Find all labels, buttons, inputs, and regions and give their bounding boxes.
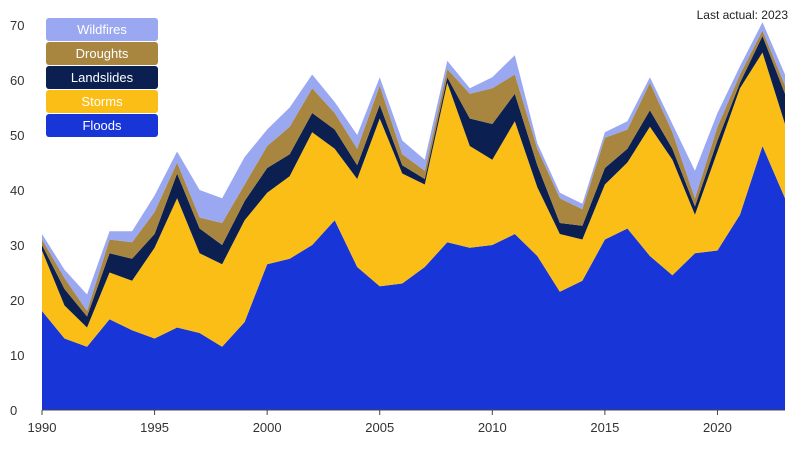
- x-tick-label: 1995: [140, 420, 169, 435]
- legend-swatch-landslides: [46, 66, 158, 89]
- x-tick-label: 2010: [478, 420, 507, 435]
- series-area-floods: [42, 146, 785, 410]
- last-actual-note: Last actual: 2023: [697, 8, 789, 22]
- legend: Wildfires Droughts Landslides Storms Floods: [46, 18, 158, 137]
- legend-label-droughts: Droughts: [76, 46, 129, 61]
- y-tick-label: 20: [10, 293, 24, 308]
- legend-swatch-floods: [46, 114, 158, 137]
- legend-swatch-storms: [46, 90, 158, 113]
- area-layer: [42, 22, 785, 410]
- x-tick-label: 2005: [365, 420, 394, 435]
- legend-swatch-wildfires: [46, 18, 158, 41]
- legend-label-wildfires: Wildfires: [77, 22, 127, 37]
- x-tick-label: 2015: [590, 420, 619, 435]
- series-area-storms: [42, 52, 785, 347]
- legend-label-storms: Storms: [81, 94, 123, 109]
- legend-label-floods: Floods: [82, 118, 122, 133]
- x-tick-label: 2020: [703, 420, 732, 435]
- y-tick-label: 60: [10, 73, 24, 88]
- legend-swatch-droughts: [46, 42, 158, 65]
- y-tick-label: 50: [10, 128, 24, 143]
- x-axis-ticks: 1990 1995 2000 2005 2010 2015 2020: [28, 410, 732, 435]
- y-tick-label: 30: [10, 238, 24, 253]
- legend-label-landslides: Landslides: [71, 70, 134, 85]
- y-tick-label: 10: [10, 348, 24, 363]
- y-axis-ticks: 0 10 20 30 40 50 60 70: [10, 18, 24, 418]
- x-tick-label: 2000: [253, 420, 282, 435]
- y-tick-label: 40: [10, 183, 24, 198]
- y-tick-label: 0: [10, 403, 17, 418]
- x-tick-label: 1990: [28, 420, 57, 435]
- y-tick-label: 70: [10, 18, 24, 33]
